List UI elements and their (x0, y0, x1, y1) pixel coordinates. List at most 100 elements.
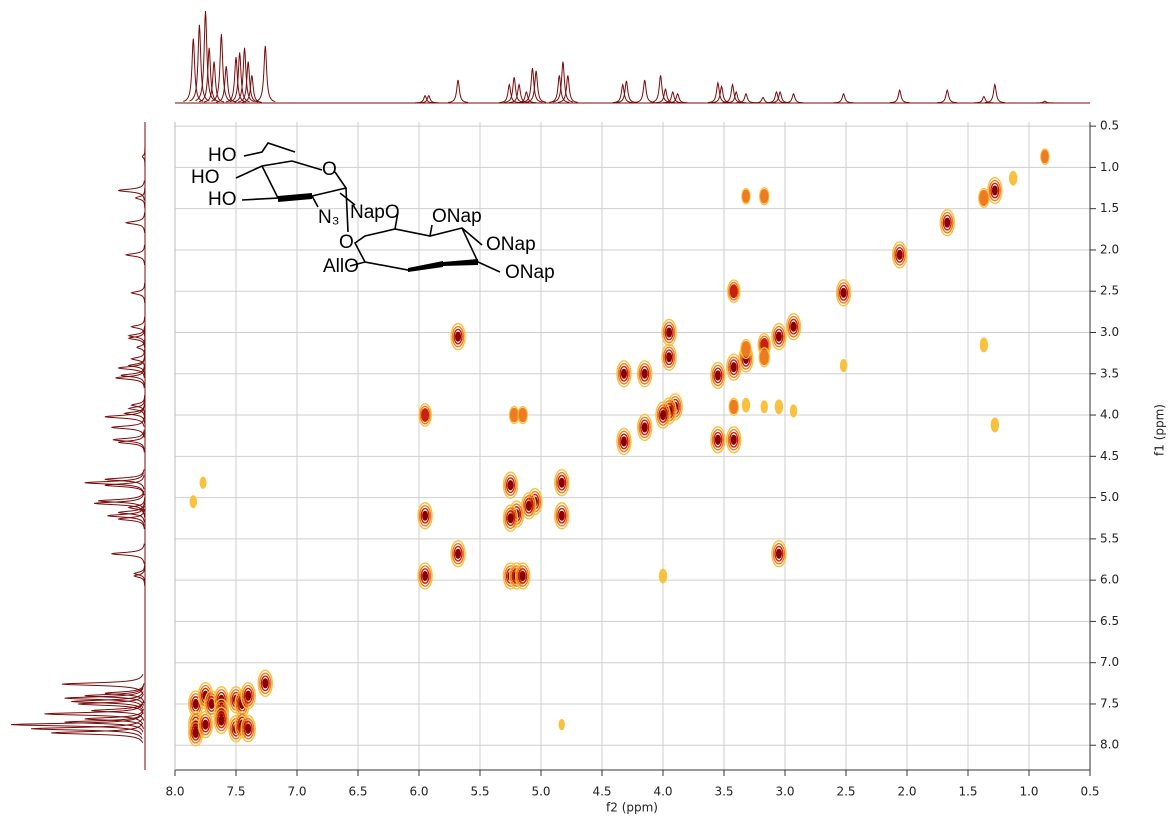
left-trace-peak (71, 691, 144, 712)
cross-peak (839, 359, 848, 373)
contour (772, 325, 786, 348)
top-trace-peak (189, 24, 210, 102)
contour (557, 474, 567, 491)
contour (655, 401, 671, 429)
cross-peak (517, 405, 528, 425)
top-trace-peak (241, 75, 262, 103)
y-tick-label: 5.0 (1100, 490, 1119, 504)
contour (1041, 150, 1049, 164)
contour (419, 405, 431, 425)
cross-peak (418, 403, 432, 427)
contour (666, 352, 673, 363)
x-tick-label: 4.5 (592, 785, 611, 799)
top-trace-peak (616, 80, 637, 103)
top-trace-peak (735, 92, 756, 104)
cross-peak (554, 469, 570, 497)
cross-peak (979, 337, 989, 353)
left-trace-peak (130, 395, 146, 416)
cross-peak (515, 562, 531, 590)
top-trace-peak (516, 90, 537, 104)
x-tick-label: 7.0 (287, 785, 306, 799)
top-trace-peak (508, 82, 530, 104)
cross-peak (939, 209, 955, 237)
cross-peak (891, 241, 908, 269)
contour (557, 507, 567, 524)
contour (666, 327, 673, 338)
contour (524, 497, 534, 514)
contour (664, 349, 674, 366)
structure: HO HO HO O N₃ NapO ONap O ONap AllO ONap (191, 142, 555, 283)
bond-wedge (408, 259, 478, 272)
contour (616, 427, 632, 456)
contour (944, 217, 951, 228)
top-trace-peak (722, 82, 743, 104)
contour (895, 246, 905, 263)
contour (522, 495, 535, 517)
cross-peak (726, 353, 742, 381)
cross-peak (616, 360, 632, 388)
cross-peak (774, 399, 784, 415)
contour (713, 367, 723, 384)
top-trace-peak (447, 79, 469, 103)
contour (617, 362, 631, 385)
cross-peak (726, 426, 742, 454)
top-trace-peak (650, 75, 671, 103)
contour (262, 678, 269, 689)
contour (711, 428, 725, 451)
contour (237, 716, 247, 733)
left-trace-peak (124, 212, 146, 233)
contour (218, 715, 225, 726)
x-tick-label: 2.5 (836, 785, 855, 799)
contour (242, 684, 255, 707)
contour (658, 407, 668, 423)
contour (260, 675, 270, 692)
cross-peak (558, 718, 565, 731)
contour (726, 426, 742, 454)
cross-peak (758, 347, 770, 368)
contour (418, 504, 432, 527)
contour (730, 434, 737, 445)
contour (729, 399, 738, 415)
x-tick-label: 3.5 (714, 785, 733, 799)
y-tick-label: 0.5 (1100, 119, 1119, 133)
left-trace-peak (123, 403, 145, 424)
contour (991, 185, 998, 196)
y-tick-label: 8.0 (1100, 738, 1119, 752)
contour (838, 284, 849, 301)
x-tick-label: 6.5 (348, 785, 367, 799)
contour (189, 495, 198, 509)
contour (453, 328, 463, 345)
contour (771, 322, 787, 351)
cross-peak (771, 322, 787, 351)
top-trace-peak (1034, 100, 1055, 104)
y-tick-label: 6.5 (1100, 614, 1119, 628)
contour (417, 562, 433, 590)
x-tick-label: 5.0 (531, 785, 550, 799)
contour (619, 365, 629, 382)
contour (840, 287, 847, 298)
contour (727, 356, 740, 378)
structure-label: O (322, 159, 337, 180)
structure-label: HO (208, 189, 237, 210)
contour (640, 419, 650, 436)
contour (710, 361, 726, 390)
left-trace-peak (141, 146, 146, 167)
contour (525, 500, 532, 511)
contour (658, 568, 668, 584)
contour (502, 471, 519, 499)
contour (759, 349, 769, 366)
cross-peak (240, 682, 256, 710)
contour (988, 179, 1001, 202)
cross-peak (1040, 148, 1050, 165)
contour (742, 189, 750, 203)
contour (242, 717, 255, 740)
contour (507, 480, 514, 491)
contour (515, 562, 531, 590)
contour (835, 279, 852, 307)
left-trace-peak (84, 472, 144, 493)
left-trace-peak (118, 180, 145, 201)
top-trace-peak (833, 92, 854, 104)
top-trace-peak (984, 82, 1005, 104)
contour (518, 568, 528, 584)
top-trace-peak (255, 45, 276, 103)
